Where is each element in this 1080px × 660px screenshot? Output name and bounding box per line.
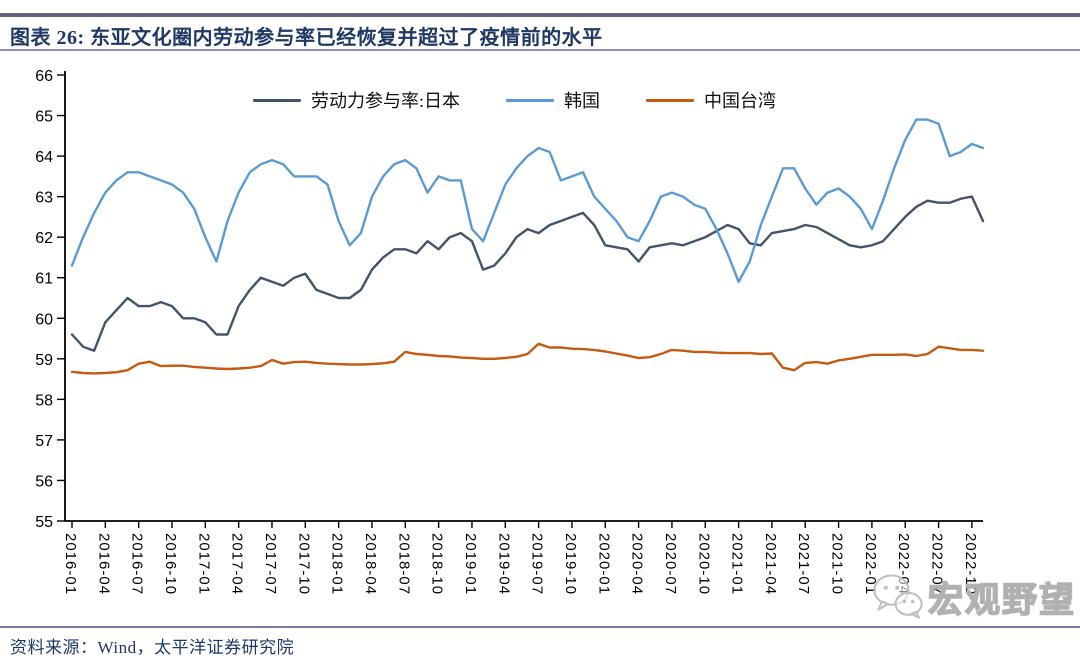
x-tick-label: 2021-01 xyxy=(729,533,746,595)
x-tick-label: 2018-07 xyxy=(395,533,412,595)
x-tick-label: 2019-07 xyxy=(529,533,546,595)
y-tick-label: 66 xyxy=(35,68,53,85)
x-tick-label: 2016-01 xyxy=(62,533,79,595)
y-tick-label: 61 xyxy=(35,271,53,288)
x-tick-label: 2021-07 xyxy=(795,533,812,595)
y-tick-label: 57 xyxy=(35,433,53,450)
x-tick-label: 2019-04 xyxy=(495,533,512,595)
x-tick-label: 2017-04 xyxy=(229,533,246,595)
x-tick-label: 2022-10 xyxy=(962,533,979,595)
x-tick-label: 2018-04 xyxy=(362,533,379,595)
chart-title: 图表 26: 东亚文化圈内劳动参与率已经恢复并超过了疫情前的水平 xyxy=(10,27,603,49)
x-tick-label: 2022-07 xyxy=(929,533,946,595)
y-tick-label: 63 xyxy=(35,190,53,207)
wechat-icon xyxy=(872,570,924,625)
x-tick-label: 2017-01 xyxy=(195,533,212,595)
x-tick-label: 2020-04 xyxy=(629,533,646,595)
x-tick-label: 2019-10 xyxy=(562,533,579,595)
x-tick-label: 2022-01 xyxy=(862,533,879,595)
legend-label: 中国台湾 xyxy=(704,91,777,111)
chart-legend: 劳动力参与率:日本 韩国 中国台湾 xyxy=(253,85,776,115)
x-tick-label: 2016-04 xyxy=(95,533,112,595)
x-tick-label: 2017-07 xyxy=(262,533,279,595)
legend-item[interactable]: 韩国 xyxy=(506,87,600,113)
series-line-korea xyxy=(70,118,985,283)
y-tick-label: 62 xyxy=(35,230,53,247)
y-tick-label: 60 xyxy=(35,311,53,328)
series-line-taiwan xyxy=(70,342,985,375)
legend-line-sample xyxy=(646,98,695,102)
x-tick-label: 2016-07 xyxy=(129,533,146,595)
x-tick-label: 2019-01 xyxy=(462,533,479,595)
header-top-bar xyxy=(0,13,1080,17)
x-tick-label: 2017-10 xyxy=(295,533,312,595)
y-tick-label: 64 xyxy=(35,149,53,166)
x-tick-label: 2018-10 xyxy=(429,533,446,595)
x-tick-label: 2020-01 xyxy=(595,533,612,595)
legend-line-sample xyxy=(506,98,555,102)
legend-line-sample xyxy=(253,98,301,102)
y-tick-label: 55 xyxy=(35,514,53,531)
x-tick-label: 2016-10 xyxy=(162,533,179,595)
footer-rule xyxy=(0,626,1080,628)
header-rule xyxy=(0,49,1080,51)
watermark-label: 宏观野望 xyxy=(927,580,1077,621)
legend-item[interactable]: 中国台湾 xyxy=(646,87,776,113)
x-tick-label: 2018-01 xyxy=(329,533,346,595)
x-tick-label: 2021-10 xyxy=(829,533,846,595)
y-tick-label: 56 xyxy=(35,473,53,490)
y-tick-label: 59 xyxy=(35,352,53,369)
series-line-japan xyxy=(70,195,985,352)
legend-label: 劳动力参与率:日本 xyxy=(311,91,461,111)
x-tick-label: 2020-10 xyxy=(695,533,712,595)
y-tick-label: 58 xyxy=(35,392,53,409)
watermark: 宏观野望 xyxy=(872,570,1076,625)
legend-label: 韩国 xyxy=(564,91,601,111)
source-text: 资料来源：Wind，太平洋证券研究院 xyxy=(10,638,295,657)
y-tick-label: 65 xyxy=(35,109,53,126)
legend-item[interactable]: 劳动力参与率:日本 xyxy=(253,87,460,113)
x-tick-label: 2021-04 xyxy=(762,533,779,595)
x-tick-label: 2020-07 xyxy=(662,533,679,595)
